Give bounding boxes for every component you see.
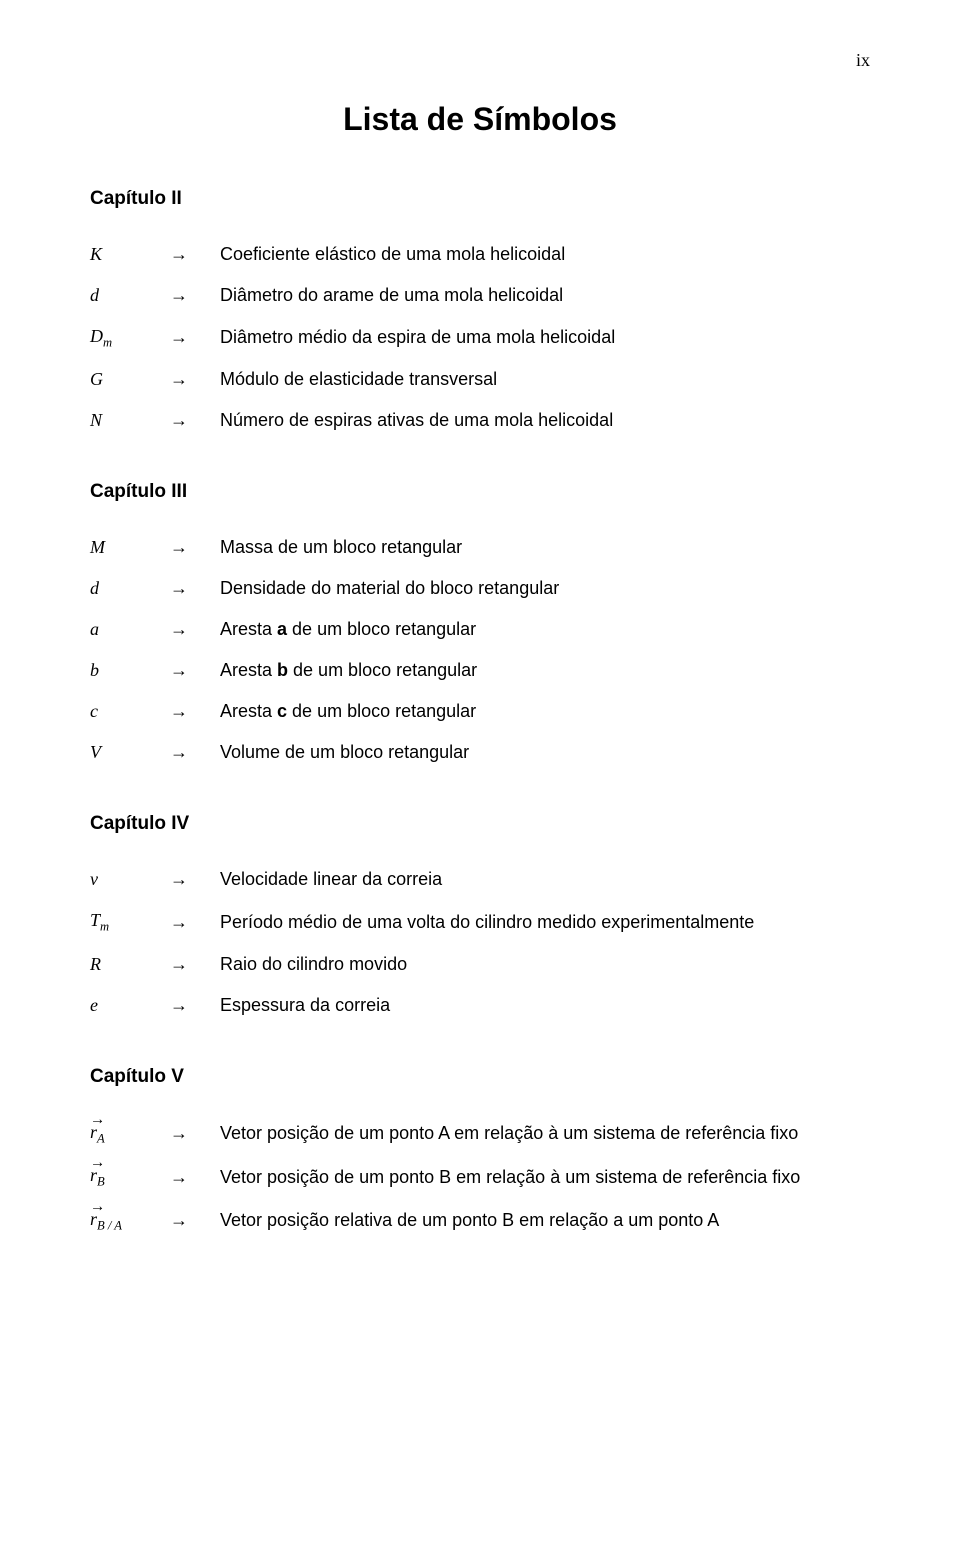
symbol-description: Vetor posição relativa de um ponto B em … — [220, 1199, 870, 1242]
chapter-5-heading: Capítulo V — [90, 1066, 870, 1088]
symbol: c — [90, 701, 98, 721]
table-row: G → Módulo de elasticidade transversal — [90, 359, 870, 400]
symbol: d — [90, 285, 99, 305]
arrow-icon: → — [170, 859, 220, 900]
arrow-icon: → — [170, 400, 220, 441]
symbol: v — [90, 869, 98, 889]
symbol-table-ch5: rA → Vetor posição de um ponto A em rela… — [90, 1112, 870, 1242]
table-row: d → Densidade do material do bloco retan… — [90, 568, 870, 609]
symbol-description: Raio do cilindro movido — [220, 944, 870, 985]
chapter-3-heading: Capítulo III — [90, 481, 870, 503]
symbol: r — [90, 1162, 97, 1189]
arrow-icon: → — [170, 234, 220, 275]
table-row: v → Velocidade linear da correia — [90, 859, 870, 900]
arrow-icon: → — [170, 1199, 220, 1242]
arrow-icon: → — [170, 650, 220, 691]
symbol-table-ch2: K → Coeficiente elástico de uma mola hel… — [90, 234, 870, 441]
arrow-icon: → — [170, 359, 220, 400]
symbol-description: Número de espiras ativas de uma mola hel… — [220, 400, 870, 441]
table-row: M → Massa de um bloco retangular — [90, 527, 870, 568]
symbol-description: Aresta a de um bloco retangular — [220, 609, 870, 650]
symbol-table-ch4: v → Velocidade linear da correia Tm → Pe… — [90, 859, 870, 1025]
symbol-subscript: B — [97, 1175, 105, 1189]
symbol-description: Velocidade linear da correia — [220, 859, 870, 900]
table-row: Dm → Diâmetro médio da espira de uma mol… — [90, 316, 870, 359]
arrow-icon: → — [170, 691, 220, 732]
table-row: a → Aresta a de um bloco retangular — [90, 609, 870, 650]
arrow-icon: → — [170, 316, 220, 359]
page-number: ix — [90, 50, 870, 71]
symbol: d — [90, 578, 99, 598]
arrow-icon: → — [170, 1155, 220, 1198]
table-row: N → Número de espiras ativas de uma mola… — [90, 400, 870, 441]
table-row: K → Coeficiente elástico de uma mola hel… — [90, 234, 870, 275]
table-row: e → Espessura da correia — [90, 985, 870, 1026]
symbol-description: Aresta b de um bloco retangular — [220, 650, 870, 691]
symbol: e — [90, 995, 98, 1015]
arrow-icon: → — [170, 568, 220, 609]
symbol-description: Diâmetro médio da espira de uma mola hel… — [220, 316, 870, 359]
arrow-icon: → — [170, 900, 220, 943]
arrow-icon: → — [170, 985, 220, 1026]
chapter-2-heading: Capítulo II — [90, 188, 870, 210]
arrow-icon: → — [170, 732, 220, 773]
page-title: Lista de Símbolos — [90, 101, 870, 138]
table-row: V → Volume de um bloco retangular — [90, 732, 870, 773]
table-row: d → Diâmetro do arame de uma mola helico… — [90, 275, 870, 316]
symbol-description: Coeficiente elástico de uma mola helicoi… — [220, 234, 870, 275]
symbol-description: Densidade do material do bloco retangula… — [220, 568, 870, 609]
symbol: a — [90, 619, 99, 639]
table-row: R → Raio do cilindro movido — [90, 944, 870, 985]
table-row: c → Aresta c de um bloco retangular — [90, 691, 870, 732]
symbol: r — [90, 1206, 97, 1233]
symbol: M — [90, 537, 105, 557]
table-row: Tm → Período médio de uma volta do cilin… — [90, 900, 870, 943]
symbol: T — [90, 910, 100, 930]
table-row: rB / A → Vetor posição relativa de um po… — [90, 1199, 870, 1242]
symbol-description: Espessura da correia — [220, 985, 870, 1026]
symbol: r — [90, 1119, 97, 1146]
symbol-description: Vetor posição de um ponto A em relação à… — [220, 1112, 870, 1155]
symbol: G — [90, 369, 103, 389]
symbol-subscript: m — [100, 920, 109, 934]
symbol-subscript: B / A — [97, 1219, 122, 1233]
symbol: N — [90, 410, 102, 430]
symbol: R — [90, 954, 101, 974]
symbol: b — [90, 660, 99, 680]
table-row: rB → Vetor posição de um ponto B em rela… — [90, 1155, 870, 1198]
symbol-description: Diâmetro do arame de uma mola helicoidal — [220, 275, 870, 316]
symbol: D — [90, 326, 103, 346]
symbol-description: Aresta c de um bloco retangular — [220, 691, 870, 732]
symbol-description: Vetor posição de um ponto B em relação à… — [220, 1155, 870, 1198]
symbol-subscript: A — [97, 1132, 105, 1146]
table-row: rA → Vetor posição de um ponto A em rela… — [90, 1112, 870, 1155]
table-row: b → Aresta b de um bloco retangular — [90, 650, 870, 691]
arrow-icon: → — [170, 275, 220, 316]
symbol-subscript: m — [103, 336, 112, 350]
chapter-4-heading: Capítulo IV — [90, 813, 870, 835]
symbol-description: Massa de um bloco retangular — [220, 527, 870, 568]
arrow-icon: → — [170, 609, 220, 650]
symbol-description: Volume de um bloco retangular — [220, 732, 870, 773]
symbol-description: Módulo de elasticidade transversal — [220, 359, 870, 400]
arrow-icon: → — [170, 1112, 220, 1155]
symbol-table-ch3: M → Massa de um bloco retangular d → Den… — [90, 527, 870, 773]
arrow-icon: → — [170, 944, 220, 985]
arrow-icon: → — [170, 527, 220, 568]
symbol-description: Período médio de uma volta do cilindro m… — [220, 900, 870, 943]
symbol: V — [90, 742, 101, 762]
symbol: K — [90, 244, 102, 264]
